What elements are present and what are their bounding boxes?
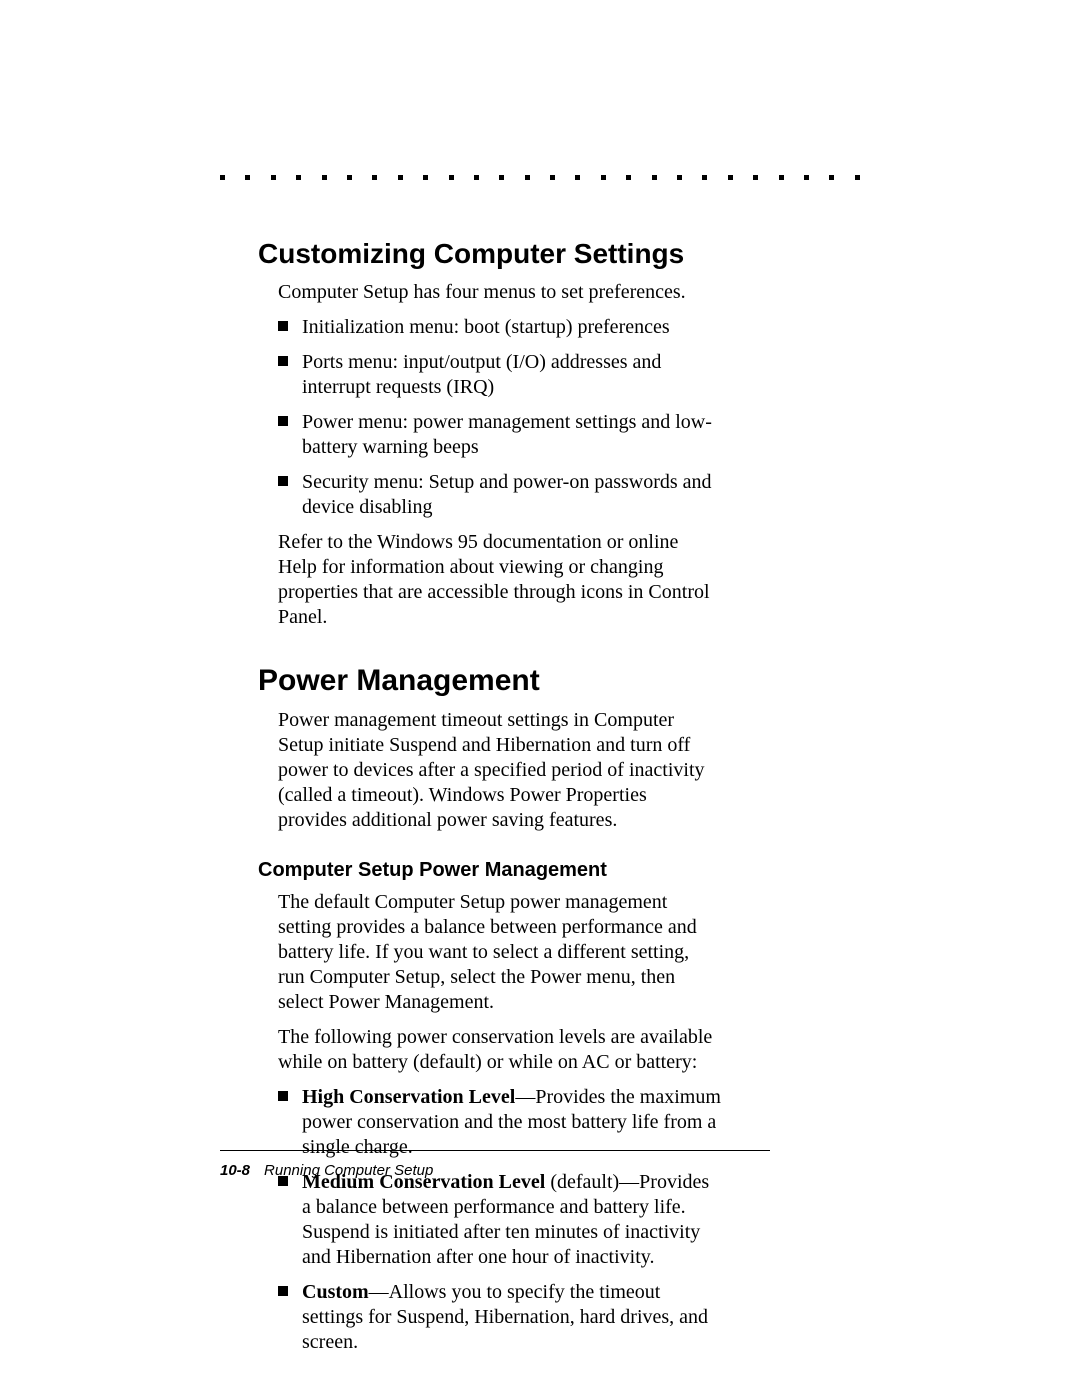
list-item: Initialization menu: boot (startup) pref… — [278, 315, 722, 340]
list-item: High Conservation Level—Provides the max… — [278, 1085, 722, 1160]
decorative-dot — [829, 175, 834, 180]
page-content: Customizing Computer Settings Computer S… — [258, 238, 758, 1365]
sub-paragraph-2: The following power conservation levels … — [278, 1025, 718, 1075]
decorative-dot — [728, 175, 733, 180]
list-item: Medium Conservation Level (default)—Prov… — [278, 1170, 722, 1270]
decorative-dot — [677, 175, 682, 180]
subheading-computer-setup-pm: Computer Setup Power Management — [258, 859, 758, 882]
decorative-dot — [601, 175, 606, 180]
decorative-dot — [347, 175, 352, 180]
decorative-dot — [499, 175, 504, 180]
page-number: 10-8 — [220, 1162, 250, 1179]
bullet-bold: Custom — [302, 1281, 369, 1303]
bullet-mid: (default) — [545, 1171, 619, 1193]
decorative-dot — [398, 175, 403, 180]
decorative-dot — [753, 175, 758, 180]
bullet-list-1: Initialization menu: boot (startup) pref… — [278, 315, 758, 520]
decorative-dot — [702, 175, 707, 180]
heading-power-management: Power Management — [258, 664, 758, 698]
decorative-dot — [423, 175, 428, 180]
decorative-dot — [804, 175, 809, 180]
decorative-dot — [296, 175, 301, 180]
list-item: Ports menu: input/output (I/O) addresses… — [278, 350, 722, 400]
decorative-dot — [449, 175, 454, 180]
footer-title: Running Computer Setup — [264, 1162, 433, 1179]
decorative-dot — [575, 175, 580, 180]
page-footer: 10-8 Running Computer Setup — [220, 1162, 433, 1179]
list-item: Custom—Allows you to specify the timeout… — [278, 1280, 722, 1355]
heading-customizing: Customizing Computer Settings — [258, 238, 758, 270]
document-page: Customizing Computer Settings Computer S… — [0, 0, 1080, 1397]
closing-paragraph-1: Refer to the Windows 95 documentation or… — [278, 530, 718, 630]
intro-paragraph-2: Power management timeout settings in Com… — [278, 708, 718, 833]
list-item: Security menu: Setup and power-on passwo… — [278, 470, 722, 520]
intro-paragraph-1: Computer Setup has four menus to set pre… — [278, 280, 718, 305]
bullet-list-2: High Conservation Level—Provides the max… — [278, 1085, 758, 1355]
decorative-dot — [372, 175, 377, 180]
decorative-dots-row — [220, 175, 860, 180]
decorative-dot — [626, 175, 631, 180]
sub-paragraph-1: The default Computer Setup power managem… — [278, 890, 718, 1015]
list-item: Power menu: power management settings an… — [278, 410, 722, 460]
decorative-dot — [474, 175, 479, 180]
decorative-dot — [652, 175, 657, 180]
decorative-dot — [322, 175, 327, 180]
decorative-dot — [525, 175, 530, 180]
decorative-dot — [220, 175, 225, 180]
decorative-dot — [245, 175, 250, 180]
decorative-dot — [271, 175, 276, 180]
footer-rule — [220, 1150, 770, 1151]
decorative-dot — [855, 175, 860, 180]
bullet-bold: High Conservation Level — [302, 1086, 515, 1108]
decorative-dot — [550, 175, 555, 180]
decorative-dot — [779, 175, 784, 180]
